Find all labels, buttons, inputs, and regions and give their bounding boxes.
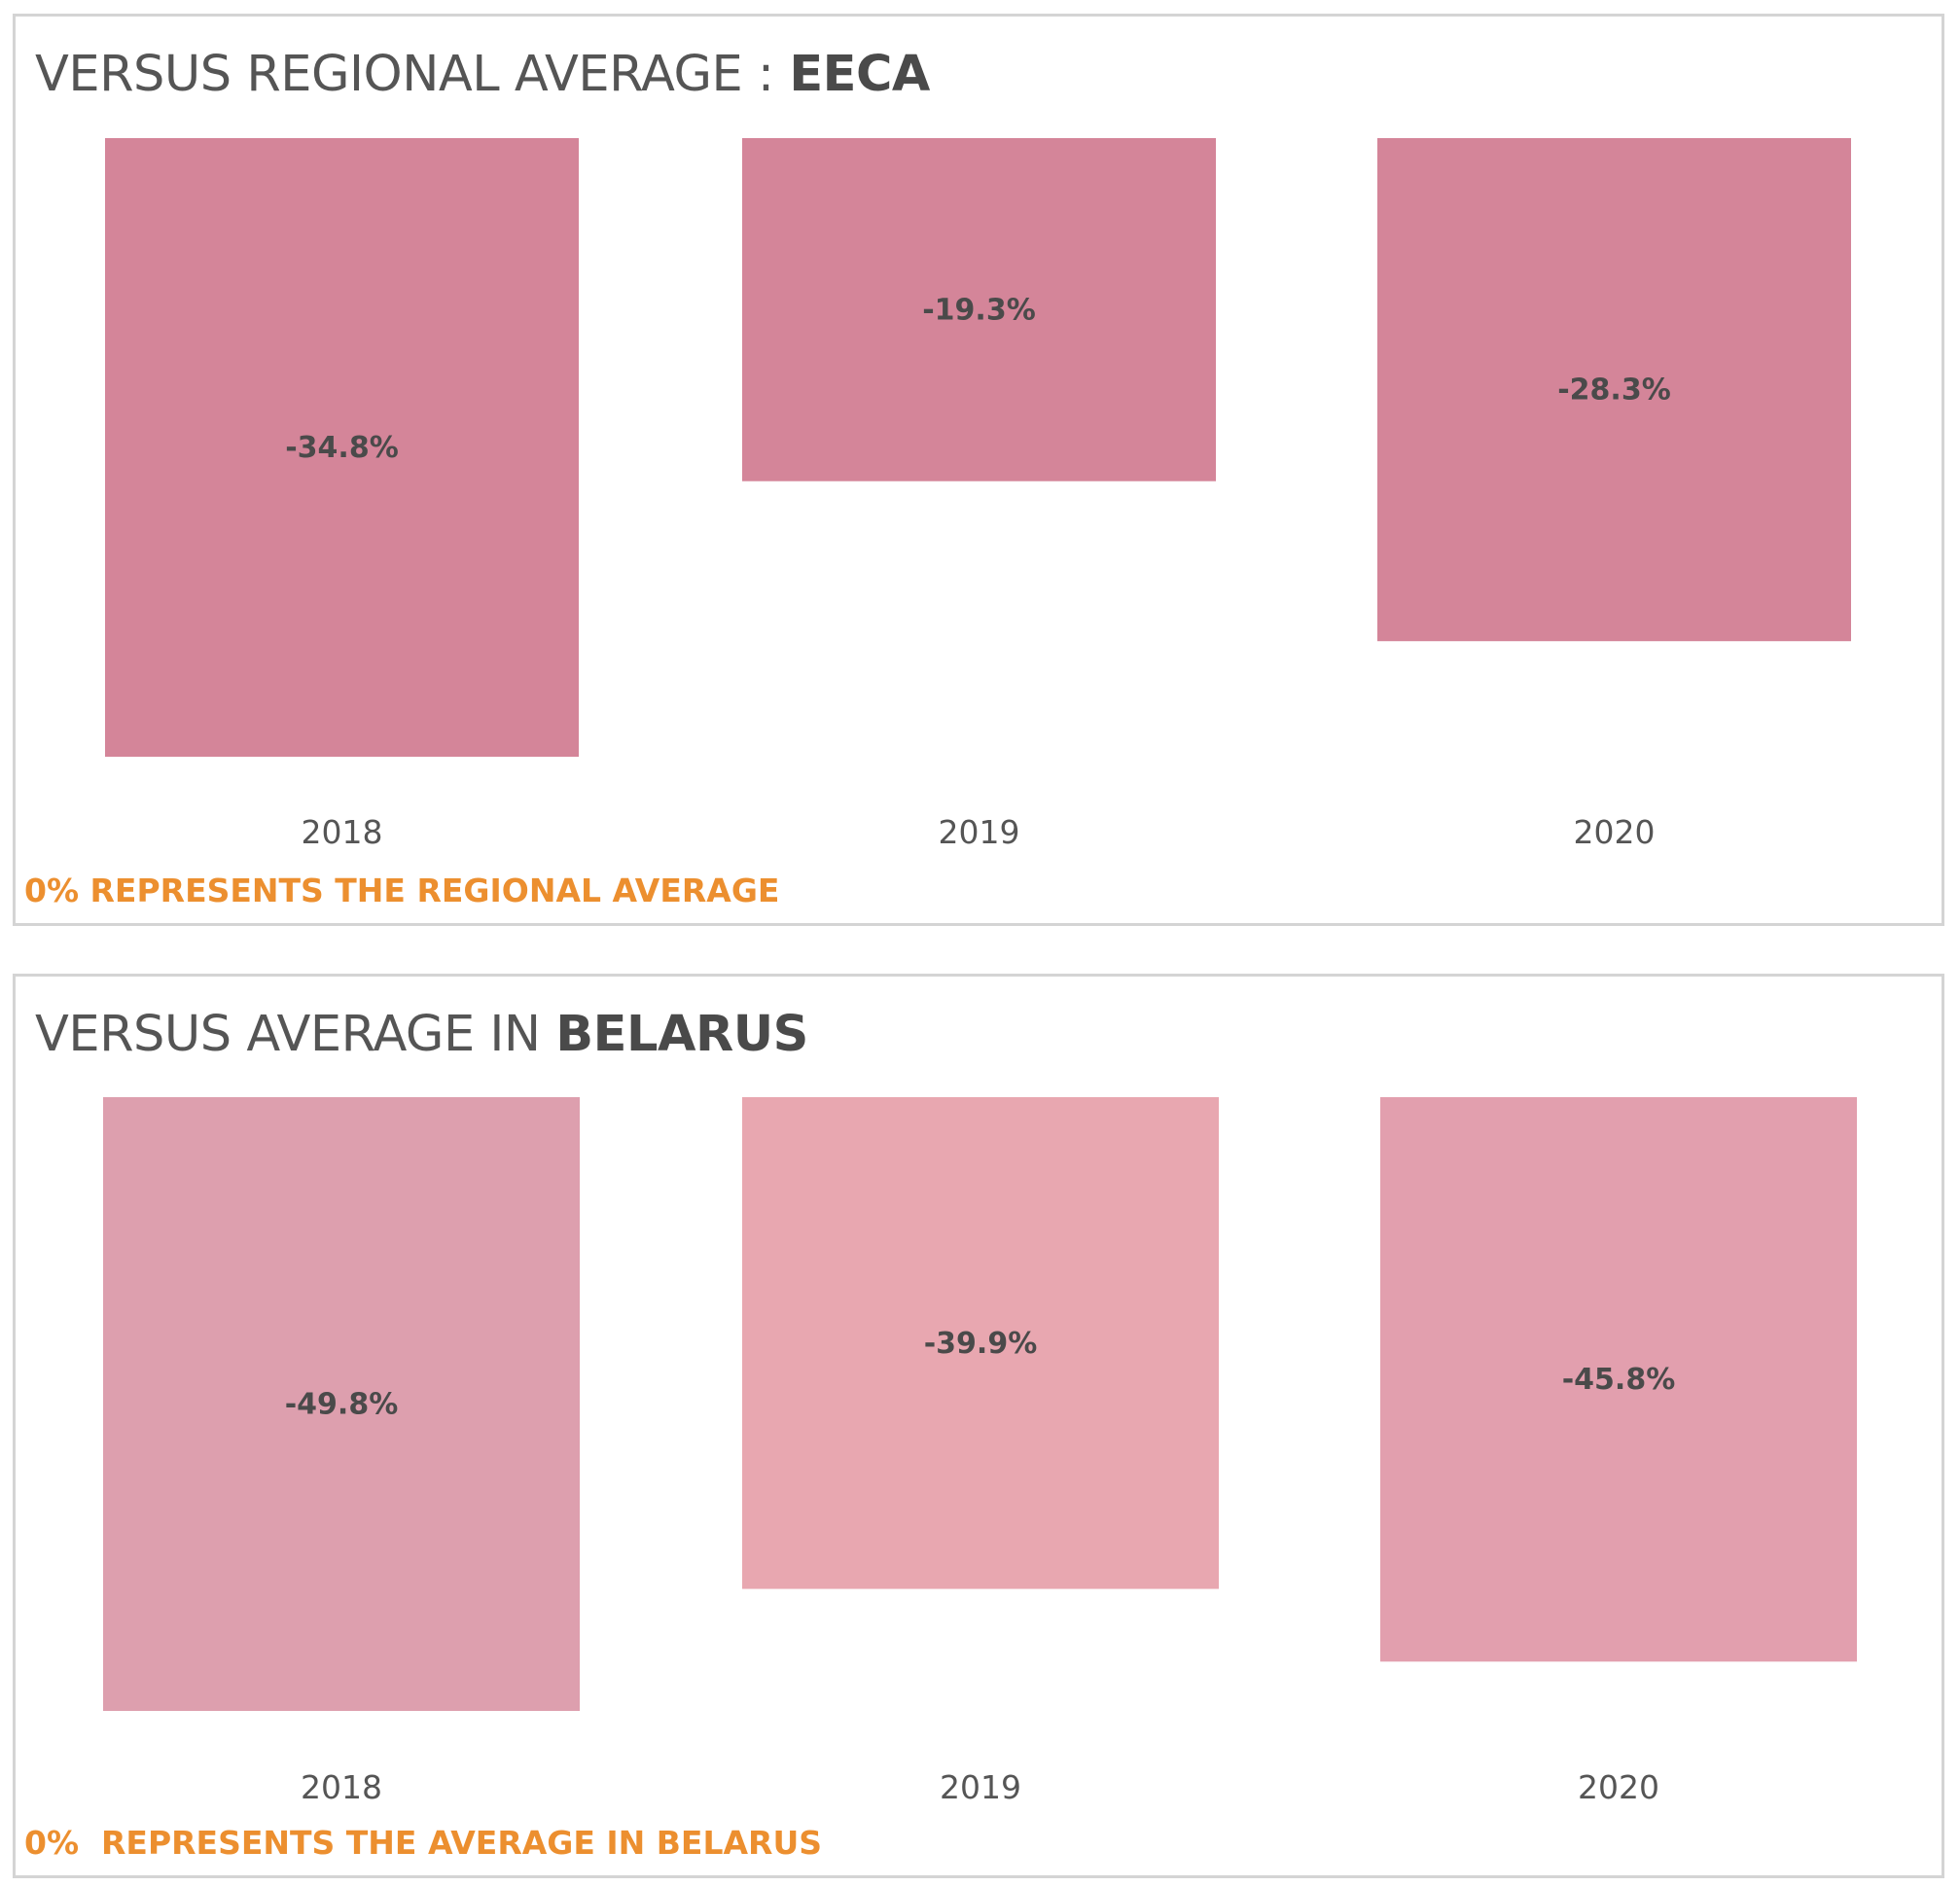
bar-chart: -34.8% 2018 -19.3% 2019 -28.3% 2020	[105, 138, 1851, 851]
bar-2018[interactable]	[105, 138, 579, 757]
bar-chart: -49.8% 2018 -39.9% 2019 -45.8% 2020	[103, 1097, 1857, 1806]
bar-value-label: -45.8%	[1562, 1363, 1676, 1397]
chart-title: VERSUS AVERAGE IN BELARUS	[35, 1006, 808, 1063]
bar-value-label: -28.3%	[1557, 374, 1671, 408]
chart-footnote: 0% REPRESENTS THE REGIONAL AVERAGE	[24, 872, 780, 909]
bar-value-label: -49.8%	[285, 1388, 399, 1422]
x-tick-label: 2019	[939, 813, 1020, 851]
chart-title-text: VERSUS AVERAGE IN	[35, 1006, 556, 1063]
x-tick-label: 2020	[1574, 813, 1656, 851]
chart-title: VERSUS REGIONAL AVERAGE : EECA	[35, 46, 930, 103]
chart-panel-regional: VERSUS REGIONAL AVERAGE : EECA -34.8% 201…	[13, 14, 1944, 926]
chart-footnote: 0% REPRESENTS THE AVERAGE IN BELARUS	[24, 1824, 823, 1862]
bar-2019[interactable]	[742, 138, 1216, 481]
bar-2020[interactable]	[1380, 1097, 1857, 1662]
bar-2018[interactable]	[103, 1097, 580, 1711]
bar-2019[interactable]	[742, 1097, 1219, 1589]
bar-value-label: -34.8%	[285, 431, 399, 465]
bar-value-label: -19.3%	[922, 293, 1036, 327]
x-tick-label: 2019	[940, 1768, 1021, 1806]
x-tick-label: 2018	[302, 813, 383, 851]
chart-title-text: VERSUS REGIONAL AVERAGE :	[35, 46, 790, 103]
x-tick-label: 2020	[1578, 1768, 1659, 1806]
x-tick-label: 2018	[301, 1768, 382, 1806]
bar-value-label: -39.9%	[924, 1327, 1038, 1361]
bar-2020[interactable]	[1377, 138, 1851, 642]
chart-title-highlight: EECA	[789, 46, 930, 103]
chart-panel-belarus: VERSUS AVERAGE IN BELARUS -49.8% 2018 -39.…	[13, 974, 1944, 1878]
chart-title-highlight: BELARUS	[555, 1006, 808, 1063]
